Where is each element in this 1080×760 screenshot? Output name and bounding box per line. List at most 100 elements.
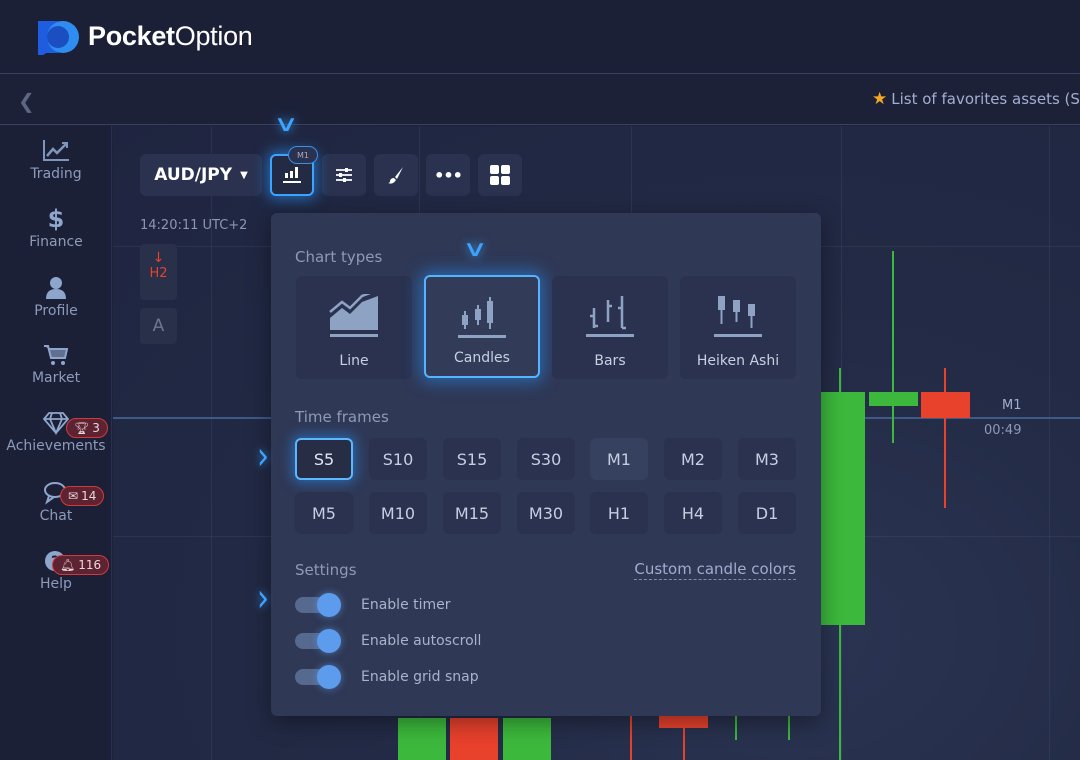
chart-type-label: Bars	[594, 353, 626, 369]
timeframe-m15[interactable]: M15	[443, 492, 501, 534]
timeframe-s10[interactable]: S10	[369, 438, 427, 480]
brand-name: PocketOption	[88, 21, 253, 52]
timeframe-h1[interactable]: H1	[590, 492, 648, 534]
chart-type-label: Candles	[454, 350, 510, 366]
sidebar-item-finance[interactable]: $ Finance	[0, 206, 112, 250]
heiken-ashi-icon	[714, 296, 762, 337]
chart-type-label: Heiken Ashi	[696, 353, 780, 369]
candles-icon	[458, 297, 506, 338]
chevron-down-icon: ∨	[462, 237, 488, 262]
sidebar-item-achievements[interactable]: Achievements	[0, 410, 112, 454]
asset-name: AUD/JPY	[154, 165, 233, 185]
toggle-switch[interactable]	[295, 665, 341, 689]
favorites-bar: ❮ ★ List of favorites assets (Sl	[0, 75, 1080, 125]
toggle-label: Enable grid snap	[361, 669, 479, 685]
chevron-right-icon: ›	[257, 433, 269, 480]
brush-icon	[388, 167, 403, 184]
sidebar-item-market[interactable]: Market	[0, 342, 112, 386]
achievements-badge: 🏆︎ 3	[66, 418, 108, 438]
chart-type-heiken-ashi[interactable]: Heiken Ashi	[680, 276, 796, 379]
chart-line-icon	[43, 140, 69, 161]
timeframe-m2[interactable]: M2	[664, 438, 722, 480]
timeframe-m3[interactable]: M3	[738, 438, 796, 480]
chart-type-label: Line	[339, 353, 369, 369]
arrow-down-icon: ↓	[152, 250, 165, 266]
dollar-icon: $	[47, 205, 65, 233]
sidebar-label: Chat	[39, 508, 73, 524]
trend-timeframe: H2	[149, 266, 168, 281]
trophy-icon: 🏆︎	[74, 421, 90, 435]
trend-indicator[interactable]: ↓ H2	[140, 244, 177, 300]
candle-up	[869, 392, 918, 406]
candle-down	[450, 718, 498, 760]
star-icon: ★	[872, 89, 888, 109]
timeframe-s15[interactable]: S15	[443, 438, 501, 480]
timeframe-m5[interactable]: M5	[295, 492, 353, 534]
timeframe-m30[interactable]: M30	[517, 492, 575, 534]
timeframe-d1[interactable]: D1	[738, 492, 796, 534]
badge-count: 3	[92, 421, 100, 435]
more-button[interactable]: •••	[426, 154, 470, 196]
asset-selector[interactable]: AUD/JPY ▼	[140, 154, 262, 196]
toggle-enable-timer[interactable]: Enable timer	[295, 593, 451, 617]
time-frames-heading: Time frames	[295, 408, 389, 426]
chart-toolbar: AUD/JPY ▼ M1 •••	[140, 146, 522, 196]
favorites-list-link[interactable]: ★ List of favorites assets (Sl	[872, 89, 1080, 109]
auto-button[interactable]: A	[140, 308, 177, 344]
pocketoption-logo-icon	[38, 20, 79, 55]
sidebar-label: Trading	[30, 166, 82, 182]
chat-badge: ✉ 14	[60, 486, 105, 506]
cart-icon	[44, 345, 69, 365]
timeframe-m1[interactable]: M1	[590, 438, 648, 480]
user-icon	[46, 277, 66, 299]
bars-icon	[586, 296, 634, 337]
brand-bold: Pocket	[88, 21, 175, 51]
chevron-left-icon[interactable]: ❮	[18, 89, 35, 113]
envelope-icon: ✉	[68, 489, 79, 503]
sidebar-item-trading[interactable]: Trading	[0, 138, 112, 182]
sidebar-label: Profile	[34, 303, 78, 319]
timeframe-s5[interactable]: S5	[295, 438, 353, 480]
toggle-enable-grid-snap[interactable]: Enable grid snap	[295, 665, 479, 689]
layouts-button[interactable]	[478, 154, 522, 196]
chart-type-button[interactable]: M1	[270, 146, 318, 196]
chart-settings-popup: Chart types ∨ Line Candles	[257, 213, 821, 716]
timeframe-label: M1	[1002, 398, 1022, 413]
caret-down-icon: ▼	[240, 169, 248, 181]
logo[interactable]: PocketOption	[36, 19, 253, 55]
candle-up	[398, 718, 446, 760]
toggle-label: Enable timer	[361, 597, 451, 613]
grid-icon	[490, 165, 510, 185]
candle-timer: 00:49	[984, 423, 1022, 438]
chart-timeframe-tag: M1	[288, 146, 318, 164]
bell-icon: 🔔︎	[60, 558, 76, 572]
server-time: 14:20:11 UTC+2	[140, 218, 248, 233]
chart-type-candles[interactable]: Candles	[424, 275, 540, 378]
chart-type-line[interactable]: Line	[296, 276, 412, 379]
candle-up	[820, 392, 865, 625]
diamond-icon	[42, 412, 70, 436]
settings-heading: Settings	[295, 561, 357, 579]
drawings-button[interactable]	[374, 154, 418, 196]
indicators-button[interactable]	[322, 154, 366, 196]
sidebar-item-profile[interactable]: Profile	[0, 275, 112, 319]
toggle-switch[interactable]	[295, 593, 341, 617]
timeframe-s30[interactable]: S30	[517, 438, 575, 480]
sliders-icon	[336, 168, 352, 182]
candle-down	[921, 392, 970, 418]
sidebar-label: Finance	[29, 234, 83, 250]
help-badge: 🔔︎ 116	[52, 555, 110, 575]
timeframe-h4[interactable]: H4	[664, 492, 722, 534]
chevron-right-icon: ›	[257, 575, 269, 622]
toggle-switch[interactable]	[295, 629, 341, 653]
timeframe-m10[interactable]: M10	[369, 492, 427, 534]
chevron-down-icon: ∨	[273, 112, 299, 137]
custom-candle-colors-link[interactable]: Custom candle colors	[634, 560, 796, 580]
chart-type-bars[interactable]: Bars	[552, 276, 668, 379]
badge-count: 14	[81, 489, 97, 503]
candles-icon	[283, 167, 301, 183]
line-chart-icon	[329, 294, 378, 337]
sidebar-label: Help	[40, 576, 72, 592]
toggle-label: Enable autoscroll	[361, 633, 482, 649]
toggle-enable-autoscroll[interactable]: Enable autoscroll	[295, 629, 482, 653]
